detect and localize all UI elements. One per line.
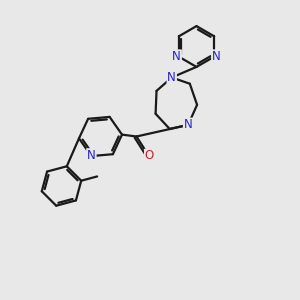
Text: N: N xyxy=(167,71,176,84)
Text: N: N xyxy=(172,50,181,63)
Text: N: N xyxy=(184,118,193,131)
Text: N: N xyxy=(87,149,96,162)
Text: O: O xyxy=(145,149,154,163)
Text: N: N xyxy=(212,50,220,63)
